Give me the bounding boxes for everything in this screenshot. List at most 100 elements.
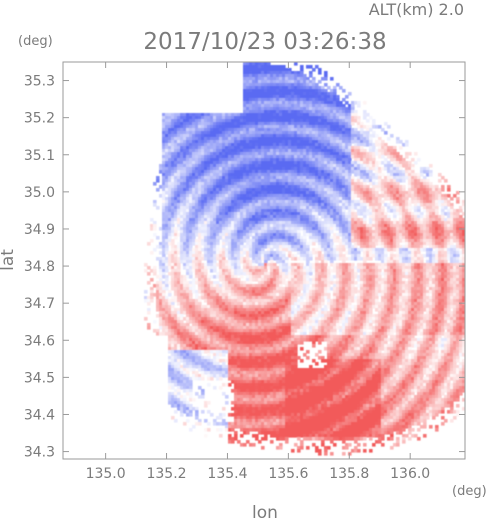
velocity-cell: [306, 143, 310, 147]
velocity-cell: [315, 173, 319, 177]
velocity-cell: [336, 119, 340, 123]
velocity-cell: [315, 206, 319, 210]
velocity-cell: [258, 149, 262, 153]
velocity-cell: [363, 266, 367, 270]
velocity-cell: [438, 191, 442, 195]
velocity-cell: [276, 161, 280, 165]
velocity-cell: [162, 203, 166, 207]
velocity-cell: [237, 227, 241, 231]
velocity-cell: [300, 221, 304, 225]
velocity-cell: [165, 116, 169, 120]
velocity-cell: [399, 254, 403, 258]
velocity-cell: [228, 224, 232, 228]
velocity-cell: [324, 191, 328, 195]
velocity-cell: [321, 137, 325, 141]
velocity-cell: [417, 176, 421, 180]
velocity-cell: [396, 242, 400, 246]
velocity-cell: [309, 197, 313, 201]
velocity-cell: [420, 185, 424, 189]
velocity-cell: [438, 230, 442, 234]
velocity-cell: [366, 161, 370, 165]
velocity-cell: [213, 155, 217, 159]
velocity-cell: [225, 161, 229, 165]
velocity-cell: [261, 206, 265, 210]
velocity-cell: [273, 143, 277, 147]
velocity-cell: [363, 197, 367, 201]
velocity-cell: [186, 266, 190, 270]
velocity-cell: [282, 83, 286, 87]
velocity-cell: [162, 173, 166, 177]
velocity-cell: [462, 221, 465, 225]
velocity-cell: [312, 158, 316, 162]
velocity-cell: [411, 164, 415, 168]
velocity-cell: [267, 161, 271, 165]
velocity-cell: [195, 260, 199, 264]
velocity-cell: [327, 143, 331, 147]
velocity-cell: [270, 125, 274, 129]
velocity-cell: [312, 215, 316, 219]
velocity-cell: [300, 134, 304, 138]
velocity-cell: [174, 179, 178, 183]
velocity-cell: [333, 86, 337, 90]
velocity-cell: [366, 266, 370, 270]
velocity-cell: [189, 176, 193, 180]
velocity-cell: [450, 251, 454, 255]
velocity-cell: [327, 161, 331, 165]
velocity-cell: [198, 224, 202, 228]
velocity-cell: [255, 245, 259, 249]
velocity-cell: [273, 65, 277, 69]
velocity-cell: [246, 245, 250, 249]
velocity-cell: [246, 197, 250, 201]
velocity-cell: [255, 161, 259, 165]
velocity-cell: [279, 104, 283, 108]
velocity-cell: [159, 266, 163, 270]
velocity-cell: [315, 116, 319, 120]
velocity-cell: [156, 257, 160, 261]
velocity-cell: [252, 107, 256, 111]
velocity-cell: [336, 245, 340, 249]
velocity-cell: [213, 143, 217, 147]
velocity-cell: [243, 68, 247, 72]
velocity-cell: [219, 173, 223, 177]
velocity-cell: [270, 251, 274, 255]
velocity-cell: [264, 86, 268, 90]
velocity-cell: [429, 185, 433, 189]
velocity-cell: [273, 251, 277, 255]
velocity-cell: [264, 95, 268, 99]
velocity-cell: [339, 167, 343, 171]
velocity-cell: [411, 224, 415, 228]
velocity-cell: [186, 143, 190, 147]
velocity-cell: [195, 119, 199, 123]
velocity-cell: [324, 254, 328, 258]
velocity-cell: [189, 164, 193, 168]
velocity-cell: [237, 149, 241, 153]
velocity-cell: [351, 164, 355, 168]
velocity-cell: [198, 188, 202, 192]
velocity-cell: [282, 113, 286, 117]
velocity-cell: [357, 191, 361, 195]
velocity-cell: [156, 245, 160, 249]
velocity-cell: [324, 95, 328, 99]
velocity-cell: [306, 176, 310, 180]
velocity-cell: [375, 209, 379, 213]
velocity-cell: [165, 260, 169, 264]
velocity-cell: [183, 212, 187, 216]
velocity-cell: [294, 185, 298, 189]
velocity-cell: [219, 164, 223, 168]
velocity-cell: [162, 161, 166, 165]
velocity-cell: [198, 245, 202, 249]
velocity-cell: [213, 215, 217, 219]
velocity-cell: [252, 152, 256, 156]
velocity-cell: [378, 182, 382, 186]
velocity-cell: [261, 221, 265, 225]
velocity-cell: [246, 224, 250, 228]
velocity-cell: [264, 224, 268, 228]
velocity-cell: [336, 152, 340, 156]
velocity-cell: [333, 266, 337, 270]
velocity-cell: [456, 245, 460, 249]
velocity-cell: [327, 248, 331, 252]
velocity-cell: [162, 113, 166, 117]
velocity-cell: [402, 188, 406, 192]
velocity-cell: [426, 194, 430, 198]
velocity-cell: [429, 203, 433, 207]
